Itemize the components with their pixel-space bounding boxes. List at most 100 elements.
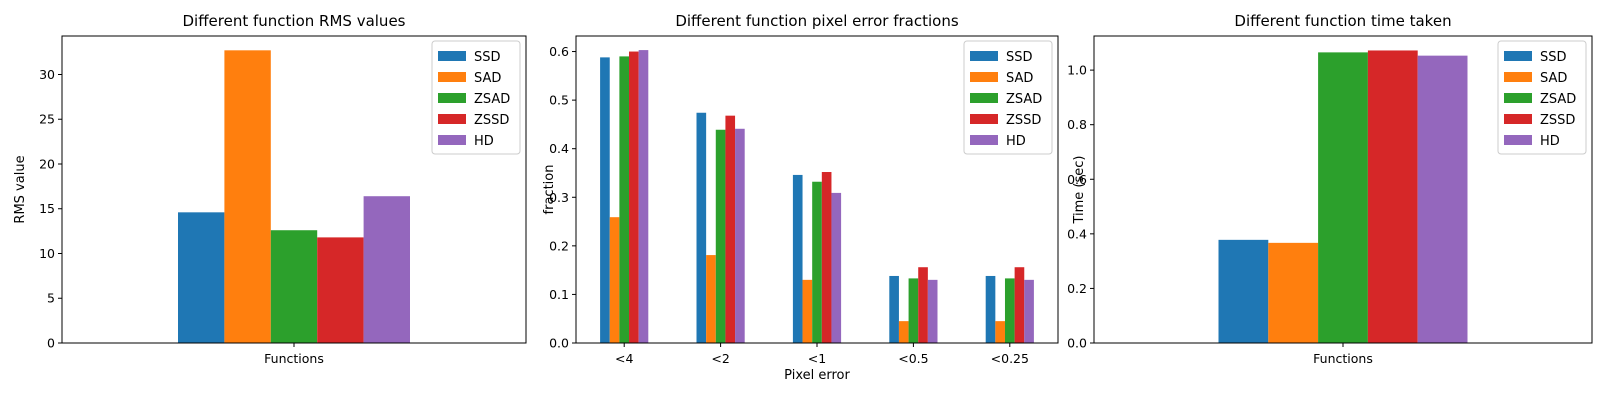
chart1-legend-swatch-zssd [438, 114, 466, 124]
chart2-bar-zsad [619, 56, 630, 344]
chart3-legend-swatch-hd [1504, 135, 1532, 145]
chart2-bar-ssd [792, 174, 803, 343]
chart3-legend-label-zsad: ZSAD [1540, 92, 1576, 107]
chart1-bar-zssd [317, 237, 364, 343]
chart1-ytick-label: 25 [39, 112, 55, 127]
chart2-bar-sad [802, 279, 813, 343]
chart3-legend-swatch-sad [1504, 72, 1532, 82]
chart2-legend-label-ssd: SSD [1006, 50, 1033, 65]
chart1-bar-sad [224, 50, 271, 343]
chart3-legend-swatch-zsad [1504, 93, 1532, 103]
chart2-bar-zssd [629, 51, 639, 343]
chart3-xtick-label: Functions [1313, 351, 1373, 366]
chart2-legend-swatch-hd [970, 135, 998, 145]
chart2-bar-hd [1024, 279, 1034, 343]
chart1-legend-label-zssd: ZSSD [474, 113, 509, 128]
chart1-ytick-label: 10 [39, 246, 55, 261]
chart2-title: Different function pixel error fractions [675, 12, 959, 30]
chart1-ytick-label: 20 [39, 156, 55, 171]
chart1-legend-label-hd: HD [474, 134, 494, 149]
chart3-legend-label-zssd: ZSSD [1540, 113, 1575, 128]
chart3-bar-hd [1417, 55, 1468, 343]
chart3-ylabel: Time (sec) [1072, 155, 1087, 224]
chart3-ytick-label: 0.4 [1067, 226, 1087, 241]
chart2-bar-hd [831, 192, 842, 343]
chart2-xtick-label: <4 [615, 351, 633, 366]
chart2-bar-zssd [918, 267, 928, 343]
chart1-bar-hd [363, 196, 410, 343]
chart1-legend-label-zsad: ZSAD [474, 92, 510, 107]
chart2-ytick-label: 0.3 [549, 190, 569, 205]
chart1-legend-swatch-ssd [438, 51, 466, 61]
chart1-xtick-label: Functions [264, 351, 324, 366]
chart3-bar-zsad [1318, 52, 1368, 344]
chart2-ytick-label: 0.0 [549, 336, 569, 351]
chart3-ytick-label: 0.6 [1067, 172, 1087, 187]
chart2-xtick-label: <0.25 [991, 351, 1029, 366]
chart1-legend-label-sad: SAD [474, 71, 501, 86]
chart2-bar-sad [898, 321, 909, 343]
chart3-legend-label-hd: HD [1540, 134, 1560, 149]
chart3-bar-zssd [1367, 50, 1418, 344]
chart2-legend-label-sad: SAD [1006, 71, 1033, 86]
chart2-legend-label-zsad: ZSAD [1006, 92, 1042, 107]
chart3-legend [1497, 40, 1587, 155]
chart3-legend-swatch-zssd [1504, 114, 1532, 124]
chart1-ytick-label: 5 [47, 291, 55, 306]
chart2-ylabel: fraction [542, 165, 557, 215]
chart2-bar-zssd [821, 172, 832, 343]
chart2-bar-zsad [715, 129, 726, 343]
chart2-xlabel: Pixel error [784, 368, 850, 383]
chart2-legend-swatch-zssd [970, 114, 998, 124]
chart2-legend [963, 40, 1053, 155]
chart2-xtick-label: <1 [808, 351, 826, 366]
chart2-bar-zsad [908, 278, 919, 343]
chart1-legend [431, 40, 521, 155]
chart1-bar-ssd [178, 212, 225, 343]
chart3-title: Different function time taken [1234, 12, 1451, 30]
chart2-xtick-label: <2 [711, 351, 729, 366]
chart2-legend-label-zssd: ZSSD [1006, 113, 1041, 128]
chart2-bar-zsad [1004, 278, 1015, 343]
chart2-bar-zssd [1014, 267, 1025, 343]
chart2-legend-swatch-sad [970, 72, 998, 82]
chart2-ytick-label: 0.5 [549, 93, 569, 108]
chart3-bar-sad [1268, 242, 1319, 343]
chart2-bar-sad [706, 255, 716, 343]
chart2-bar-sad [609, 217, 620, 343]
chart2-legend-label-hd: HD [1006, 134, 1026, 149]
chart3-legend-label-ssd: SSD [1540, 50, 1567, 65]
chart2-bar-hd [638, 50, 649, 343]
chart2-bar-ssd [889, 275, 899, 343]
chart3-bar-ssd [1218, 239, 1269, 343]
chart3-ytick-label: 0.0 [1067, 336, 1087, 351]
chart2-ytick-label: 0.6 [549, 44, 569, 59]
chart3-ytick-label: 1.0 [1067, 63, 1087, 78]
chart1-title: Different function RMS values [183, 12, 406, 30]
chart2-ytick-label: 0.2 [549, 238, 569, 253]
chart3-ytick-label: 0.8 [1067, 117, 1087, 132]
chart1-ylabel: RMS value [13, 155, 28, 223]
chart2-xtick-label: <0.5 [898, 351, 928, 366]
chart2-bar-zsad [812, 181, 822, 343]
chart1-bar-zsad [270, 230, 318, 343]
chart1-ytick-label: 30 [39, 67, 55, 82]
chart2-bar-hd [735, 128, 745, 343]
chart1-legend-label-ssd: SSD [474, 50, 501, 65]
chart2-bar-ssd [600, 57, 610, 344]
chart2-bar-sad [995, 321, 1005, 343]
chart2-ytick-label: 0.4 [549, 141, 569, 156]
chart1-legend-swatch-zsad [438, 93, 466, 103]
chart2-bar-hd [927, 279, 938, 343]
chart2-bar-ssd [696, 112, 707, 343]
chart1-legend-swatch-sad [438, 72, 466, 82]
chart1-ytick-label: 0 [47, 336, 55, 351]
chart2-ytick-label: 0.1 [549, 287, 569, 302]
chart3-ytick-label: 0.2 [1067, 281, 1087, 296]
chart1-ytick-label: 15 [39, 201, 55, 216]
chart3-legend-swatch-ssd [1504, 51, 1532, 61]
chart2-bar-zssd [725, 115, 736, 344]
chart2-legend-swatch-zsad [970, 93, 998, 103]
chart2-legend-swatch-ssd [970, 51, 998, 61]
